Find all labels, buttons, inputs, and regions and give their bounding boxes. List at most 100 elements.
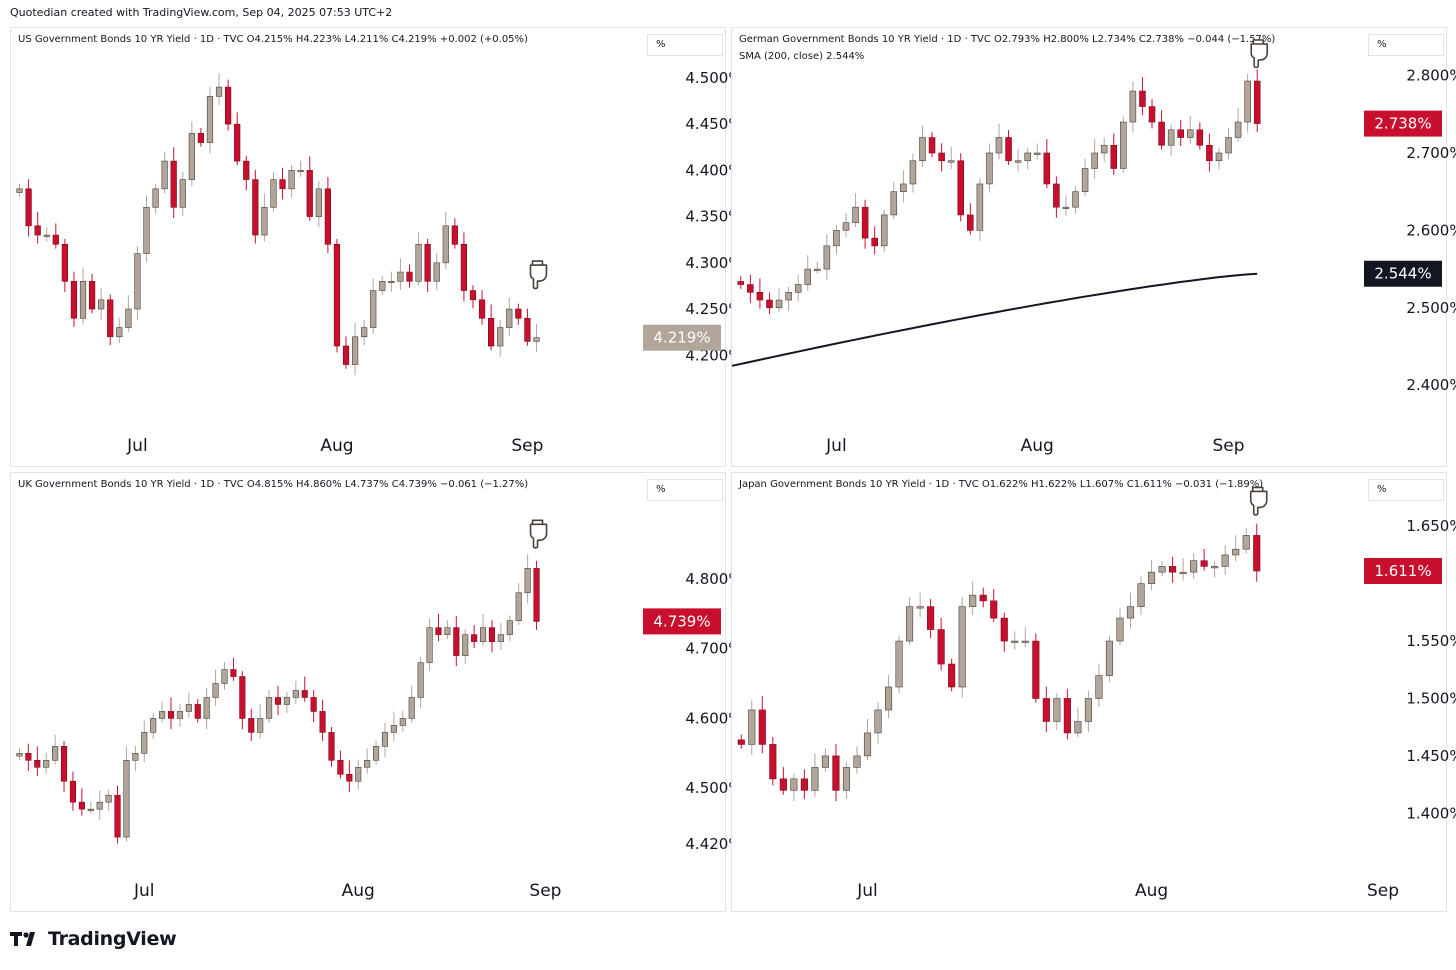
candle — [1147, 560, 1156, 591]
candle — [234, 112, 241, 166]
candle-body — [488, 317, 495, 347]
y-tick-label: 4.420% — [685, 835, 742, 853]
candle — [379, 275, 386, 295]
candle-body — [16, 753, 23, 757]
unit-box-japan[interactable]: % — [1368, 479, 1444, 501]
candle — [1005, 130, 1012, 166]
y-tick-label: 1.400% — [1406, 804, 1456, 822]
candle-body — [995, 137, 1003, 154]
candle — [1179, 558, 1187, 581]
candle-body — [842, 767, 851, 791]
candle-body — [306, 170, 313, 217]
candle — [248, 708, 255, 741]
candle — [1169, 556, 1177, 583]
candle — [471, 625, 478, 649]
hand-pointer-shape — [529, 260, 548, 290]
candle — [747, 274, 754, 303]
candle-body — [1021, 640, 1029, 643]
candle-body — [790, 778, 798, 791]
candle — [292, 680, 299, 704]
candle-body — [283, 697, 290, 705]
candle-body — [324, 188, 331, 245]
candle-body — [243, 160, 250, 180]
candle — [221, 662, 228, 690]
candle — [497, 622, 504, 651]
candle — [895, 635, 903, 694]
candle — [779, 767, 787, 795]
candle — [1043, 139, 1051, 189]
candle — [927, 599, 935, 639]
candle — [916, 592, 924, 618]
candle-body — [248, 718, 255, 733]
candle — [194, 699, 201, 723]
candle-body — [1063, 698, 1071, 734]
candle-body — [1126, 606, 1135, 619]
candle-body — [916, 606, 924, 609]
candle-body — [1179, 571, 1187, 574]
last-value-tag-text: 2.738% — [1374, 115, 1431, 133]
candle-body — [794, 284, 802, 293]
candle — [1167, 124, 1175, 156]
candle-body — [79, 280, 87, 319]
candle — [1033, 143, 1041, 160]
candle — [842, 213, 850, 237]
candle — [134, 246, 141, 320]
candle-body — [52, 746, 59, 761]
candle-body — [1032, 640, 1040, 699]
candle — [170, 147, 177, 219]
candle-body — [1072, 191, 1079, 208]
tradingview-logo[interactable]: TradingView — [10, 928, 177, 950]
last-value-tag-bg — [643, 608, 721, 635]
candle-body — [928, 137, 936, 154]
unit-box-german[interactable]: % — [1368, 34, 1444, 56]
candle — [1253, 523, 1261, 582]
candle — [906, 597, 914, 646]
candle — [928, 132, 936, 158]
candle-body — [990, 600, 998, 619]
candle-body — [417, 662, 424, 698]
unit-box-uk[interactable]: % — [647, 479, 723, 501]
candle-body — [43, 234, 50, 237]
candle — [315, 181, 322, 228]
candle-body — [460, 244, 468, 291]
candle — [451, 218, 458, 249]
y-tick-label: 4.500% — [685, 69, 742, 87]
candle-body — [1042, 698, 1050, 722]
candle — [1158, 110, 1165, 150]
candle — [790, 773, 798, 802]
candle-body — [333, 244, 341, 347]
candle-body — [52, 234, 59, 245]
candle-body — [279, 179, 286, 190]
candle-body — [1200, 560, 1208, 567]
candle — [70, 271, 78, 327]
candle — [884, 675, 893, 719]
candle — [1211, 561, 1219, 578]
candle-body — [1147, 571, 1156, 584]
unit-box-us[interactable]: % — [647, 34, 723, 56]
sma-value-tag-text: 2.544% — [1374, 265, 1431, 283]
candle-body — [785, 292, 792, 301]
candle — [243, 155, 250, 191]
candle — [346, 760, 353, 792]
candle-body — [221, 669, 228, 684]
candle — [1091, 139, 1098, 180]
candle — [1126, 592, 1135, 629]
candle-body — [948, 663, 956, 688]
candle-body — [937, 629, 945, 665]
candle — [947, 146, 955, 170]
candle-body — [832, 755, 840, 791]
candle — [986, 143, 993, 193]
candle-body — [179, 179, 186, 208]
candle-body — [239, 676, 246, 719]
candle-body — [1116, 617, 1124, 642]
candle — [1242, 527, 1250, 554]
candle — [415, 232, 422, 286]
candle — [748, 700, 756, 756]
chart-german-10y: 2.800% 2.700% 2.600% 2.500% 2.400% Jul Aug Sep 2… — [731, 39, 1456, 456]
tradingview-logo-text: TradingView — [48, 928, 177, 950]
candle — [919, 125, 926, 168]
candle — [506, 615, 513, 642]
candle — [460, 232, 468, 302]
candle — [370, 278, 377, 334]
candle-body — [433, 262, 440, 282]
